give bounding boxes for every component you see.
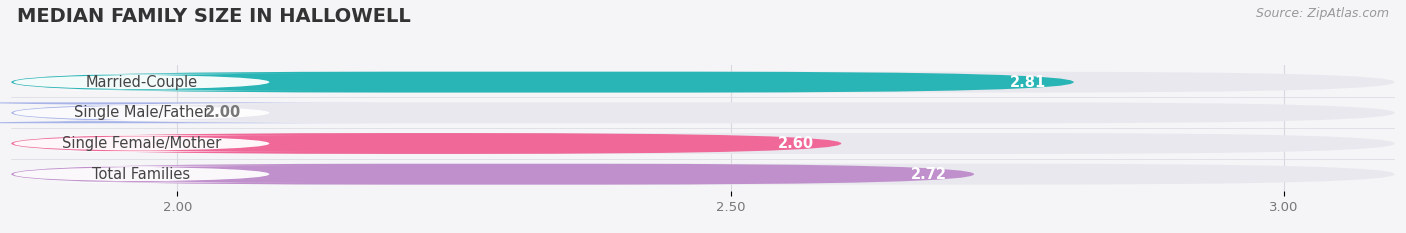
FancyBboxPatch shape: [0, 166, 315, 182]
Text: Total Families: Total Families: [93, 167, 190, 182]
Text: 2.72: 2.72: [911, 167, 946, 182]
Text: MEDIAN FAMILY SIZE IN HALLOWELL: MEDIAN FAMILY SIZE IN HALLOWELL: [17, 7, 411, 26]
FancyBboxPatch shape: [11, 133, 841, 154]
FancyBboxPatch shape: [11, 102, 1395, 123]
FancyBboxPatch shape: [0, 135, 315, 152]
FancyBboxPatch shape: [11, 72, 1395, 93]
FancyBboxPatch shape: [11, 133, 1395, 154]
Text: Married-Couple: Married-Couple: [86, 75, 197, 90]
Text: 2.60: 2.60: [778, 136, 814, 151]
FancyBboxPatch shape: [11, 164, 1395, 185]
FancyBboxPatch shape: [0, 74, 315, 90]
Text: Single Female/Mother: Single Female/Mother: [62, 136, 221, 151]
Text: Single Male/Father: Single Male/Father: [73, 105, 209, 120]
FancyBboxPatch shape: [0, 104, 315, 121]
FancyBboxPatch shape: [0, 102, 388, 123]
Text: 2.81: 2.81: [1010, 75, 1046, 90]
FancyBboxPatch shape: [11, 72, 1074, 93]
Text: Source: ZipAtlas.com: Source: ZipAtlas.com: [1256, 7, 1389, 20]
Text: 2.00: 2.00: [205, 105, 242, 120]
FancyBboxPatch shape: [11, 164, 974, 185]
